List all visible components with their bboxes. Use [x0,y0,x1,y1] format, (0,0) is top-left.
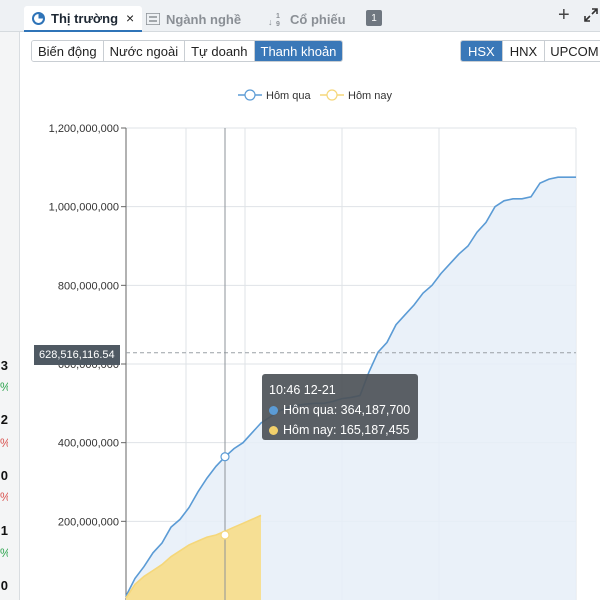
legend-marker-yesterday [244,89,256,101]
tab-label: Cổ phiếu [290,11,346,27]
y-tick-label: 800,000,000 [58,280,119,292]
reference-value-label: 628,516,116.54 [34,345,120,365]
side-value: 2 [0,412,8,427]
list-icon [146,13,160,25]
tooltip-value: Hôm qua: 364,187,700 [283,403,411,417]
side-value: 0 [0,468,8,483]
exchange-hnx-button[interactable]: HNX [502,41,546,61]
tooltip-row-yesterday: Hôm qua: 364,187,700 [269,400,411,420]
view-thanh-khoan-button[interactable]: Thanh khoản [254,41,343,61]
y-tick-label: 1,200,000,000 [49,123,119,135]
tab-nganh-nghe[interactable]: Ngành nghề [146,6,241,32]
exchange-group: HSX HNX UPCOM [460,40,600,62]
legend-label-today: Hôm nay [348,90,393,102]
hover-point-yesterday [220,452,230,462]
side-percent: % [0,436,8,450]
svg-text:9: 9 [276,21,280,27]
liquidity-chart: 200,000,000400,000,000600,000,000800,000… [49,89,577,600]
tab-bar: Thị trường × Ngành nghề ↓ 1 9 Cổ phiếu 1 + [0,0,600,32]
expand-icon[interactable] [584,8,598,27]
sort-numeric-icon: ↓ 1 9 [268,11,284,27]
side-value: 3 [0,358,8,373]
side-percent: % [0,380,8,394]
legend-marker-today [326,89,338,101]
view-bien-dong-button[interactable]: Biến động [32,41,104,61]
tab-co-phieu[interactable]: ↓ 1 9 Cổ phiếu [268,6,346,32]
tab-count-badge[interactable]: 1 [366,10,382,26]
pie-chart-icon [32,11,45,25]
exchange-upcom-button[interactable]: UPCOM [545,41,600,61]
legend-label-yesterday: Hôm qua [266,90,312,102]
hover-point-today [220,530,230,540]
tab-label: Thị trường [51,10,119,26]
side-percent: % [0,546,8,560]
tooltip-title: 10:46 12-21 [269,383,336,397]
series-line-today [125,514,262,599]
series-area-yesterday [126,177,576,600]
left-side-panel [0,0,20,600]
view-tu-doanh-button[interactable]: Tự doanh [185,41,255,61]
tab-label: Ngành nghề [166,11,242,27]
svg-text:1: 1 [276,13,280,20]
close-icon[interactable]: × [126,10,135,26]
side-percent: % [0,490,8,504]
y-tick-label: 1,000,000,000 [49,202,119,214]
view-mode-group: Biến động Nước ngoài Tự doanh Thanh khoả… [31,40,344,62]
y-tick-label: 400,000,000 [58,438,119,450]
side-value: 1 [0,523,8,538]
y-tick-label: 200,000,000 [58,516,119,528]
tooltip-row-today: Hôm nay: 165,187,455 [269,420,411,440]
view-nuoc-ngoai-button[interactable]: Nước ngoài [103,41,186,61]
add-tab-icon[interactable]: + [558,4,570,26]
series-dot [269,405,278,415]
chart-tooltip: 10:46 12-21 Hôm qua: 364,187,700 Hôm nay… [262,374,418,440]
svg-text:↓: ↓ [268,17,273,27]
tooltip-value: Hôm nay: 165,187,455 [283,423,410,437]
tab-thi-truong[interactable]: Thị trường × [24,6,143,32]
series-dot [269,425,278,435]
exchange-hsx-button[interactable]: HSX [461,41,503,61]
side-value: 0 [0,578,8,593]
